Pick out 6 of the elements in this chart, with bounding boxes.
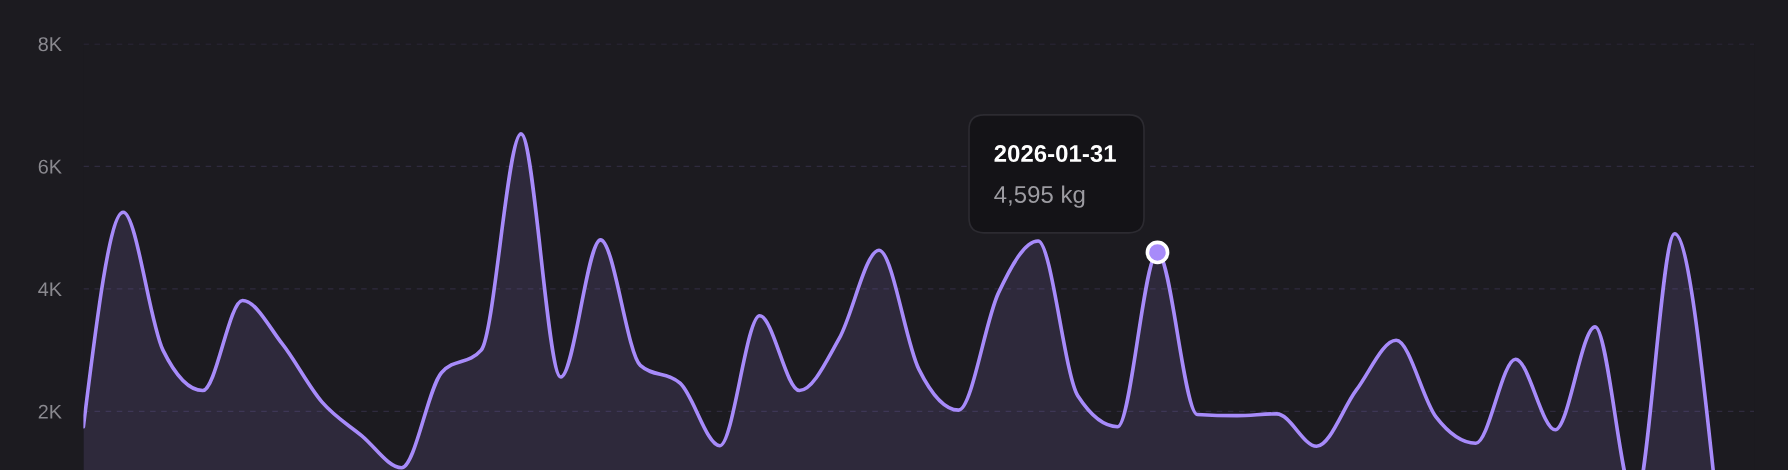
y-tick-label: 2K [38, 404, 62, 419]
y-tick-label: 4K [38, 282, 62, 297]
y-tick-label: 6K [38, 159, 62, 174]
y-tick-label: 8K [38, 37, 62, 52]
annotation: 4,595 kg [994, 185, 1085, 208]
annotation: 2026-01-31 [994, 145, 1116, 163]
